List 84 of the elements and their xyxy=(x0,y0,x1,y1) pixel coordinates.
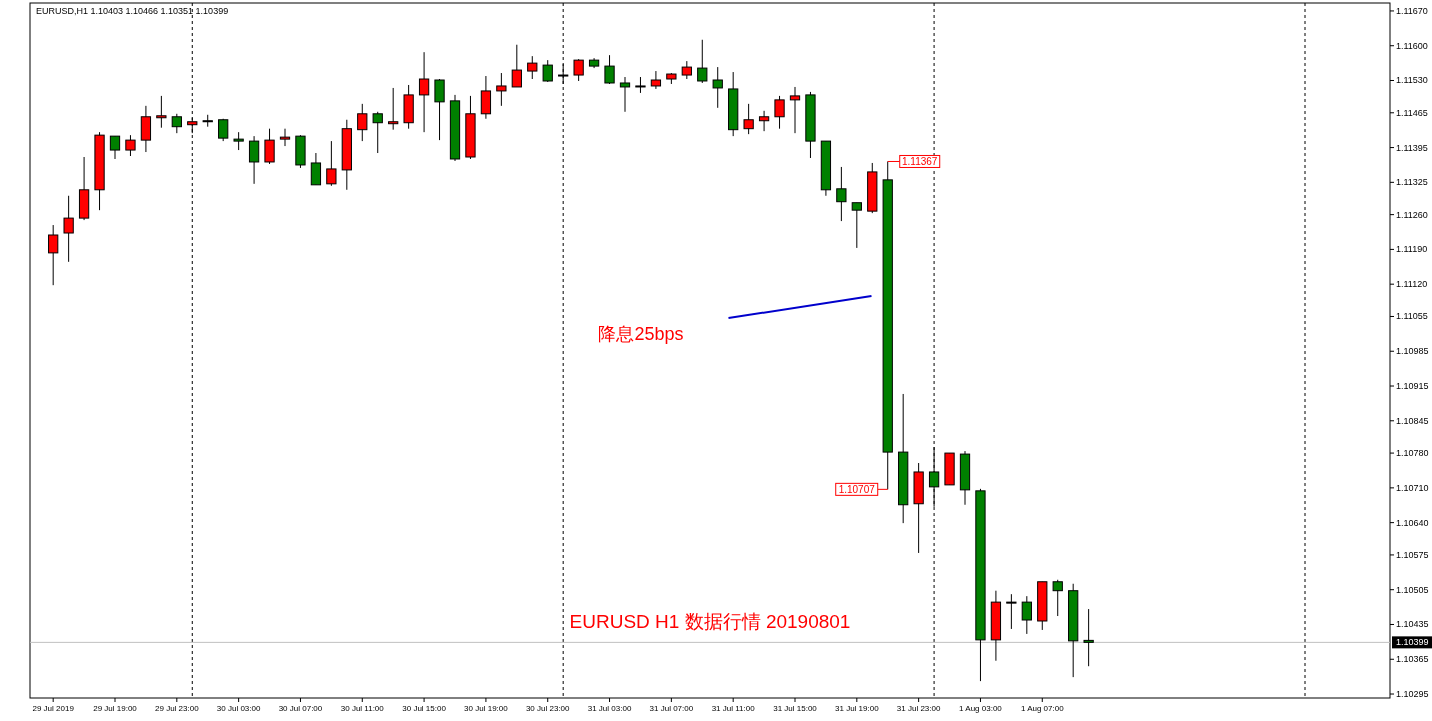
candlestick xyxy=(156,95,167,129)
y-tick-label: 1.10780 xyxy=(1396,448,1429,459)
candlestick xyxy=(140,105,152,153)
candlestick xyxy=(109,135,121,160)
y-tick-label: 1.11120 xyxy=(1396,279,1428,290)
y-tick-label: 1.10505 xyxy=(1396,584,1429,595)
annotation: 降息25bps xyxy=(598,324,684,345)
x-tick-label: 1 Aug 03:00 xyxy=(959,704,1003,713)
candlestick xyxy=(527,55,538,80)
x-tick-label: 30 Jul 11:00 xyxy=(340,704,385,713)
y-tick-label: 1.11325 xyxy=(1396,177,1428,188)
x-tick-label: 30 Jul 15:00 xyxy=(402,704,447,713)
candlestick xyxy=(758,110,770,132)
candlestick xyxy=(279,128,291,147)
candlestick xyxy=(418,51,430,133)
x-tick-label: 30 Jul 19:00 xyxy=(464,704,509,713)
y-tick-label: 1.11395 xyxy=(1396,142,1428,153)
candlestick xyxy=(789,86,801,134)
candlestick xyxy=(542,59,553,83)
candlestick xyxy=(434,78,445,141)
y-tick-label: 1.10435 xyxy=(1396,619,1429,630)
candlestick xyxy=(496,72,507,107)
candlestick xyxy=(511,44,522,88)
x-tick-label: 31 Jul 23:00 xyxy=(896,704,941,713)
candlestick xyxy=(125,134,136,157)
x-tick-label: 31 Jul 19:00 xyxy=(835,704,880,713)
y-tick-label: 1.11670 xyxy=(1396,5,1428,16)
x-tick-label: 29 Jul 19:00 xyxy=(93,704,138,713)
y-tick-label: 1.11600 xyxy=(1396,40,1428,51)
x-tick-label: 31 Jul 07:00 xyxy=(649,704,694,713)
candlestick xyxy=(697,39,708,84)
y-tick-label: 1.11530 xyxy=(1396,75,1428,86)
candlestick xyxy=(480,75,492,120)
candlestick xyxy=(248,135,260,185)
annotation: 1.10707 xyxy=(835,482,889,496)
y-tick-label: 1.10640 xyxy=(1396,517,1429,528)
y-tick-label: 1.10710 xyxy=(1396,482,1429,493)
x-tick-label: 1 Aug 07:00 xyxy=(1020,704,1065,713)
candlestick xyxy=(326,140,337,187)
x-tick-label: 30 Jul 03:00 xyxy=(216,704,261,713)
y-tick-label: 1.10915 xyxy=(1396,381,1429,392)
x-tick-label: 30 Jul 07:00 xyxy=(278,704,323,713)
candlestick xyxy=(743,103,754,135)
y-tick-label: 1.11055 xyxy=(1396,311,1428,322)
candlestick xyxy=(264,128,275,165)
y-tick-label: 1.11260 xyxy=(1396,209,1428,220)
y-tick-label: 1.10575 xyxy=(1396,549,1429,560)
y-tick-label: 1.10365 xyxy=(1396,654,1429,665)
candlestick xyxy=(573,58,584,82)
candlestick xyxy=(310,152,322,186)
candlestick xyxy=(650,70,662,90)
candlestick xyxy=(712,66,723,109)
annotation: 1.11367 xyxy=(887,154,941,168)
y-tick-label: 1.11190 xyxy=(1396,244,1428,255)
x-tick-label: 29 Jul 2019 xyxy=(32,704,75,713)
annotation: EURUSD H1 数据行情 20190801 xyxy=(569,611,851,632)
candlestick xyxy=(836,166,847,222)
candlestick xyxy=(63,195,74,263)
candlestick xyxy=(357,103,368,142)
candlestick xyxy=(619,76,631,113)
candlestick xyxy=(388,87,399,131)
candlestick xyxy=(1021,595,1032,635)
candlestick xyxy=(851,202,862,249)
y-tick-label: 1.11465 xyxy=(1396,107,1428,118)
x-tick-label: 29 Jul 23:00 xyxy=(155,704,200,713)
candlestick xyxy=(48,224,59,286)
x-tick-label: 31 Jul 03:00 xyxy=(587,704,632,713)
chart-title: EURUSD,H1 1.10403 1.10466 1.10351 1.10399 xyxy=(36,6,229,16)
candlestick xyxy=(1083,608,1094,667)
candlestick xyxy=(372,111,383,154)
y-tick-label: 1.10845 xyxy=(1396,415,1429,426)
y-tick-label: 1.10295 xyxy=(1396,689,1429,700)
candlestick xyxy=(1052,579,1063,617)
candlestick xyxy=(774,95,785,130)
candlestick xyxy=(1006,593,1017,630)
x-tick-label: 30 Jul 23:00 xyxy=(525,704,571,713)
candlestick xyxy=(604,54,615,85)
ref-line-label: 1.10399 xyxy=(1396,637,1429,648)
y-tick-label: 1.10985 xyxy=(1396,346,1429,357)
x-tick-label: 31 Jul 11:00 xyxy=(711,704,756,713)
annotation: 1.11367 xyxy=(902,156,938,168)
annotation: 1.10707 xyxy=(838,484,876,496)
x-tick-label: 31 Jul 15:00 xyxy=(773,704,818,713)
candlestick xyxy=(171,113,182,134)
